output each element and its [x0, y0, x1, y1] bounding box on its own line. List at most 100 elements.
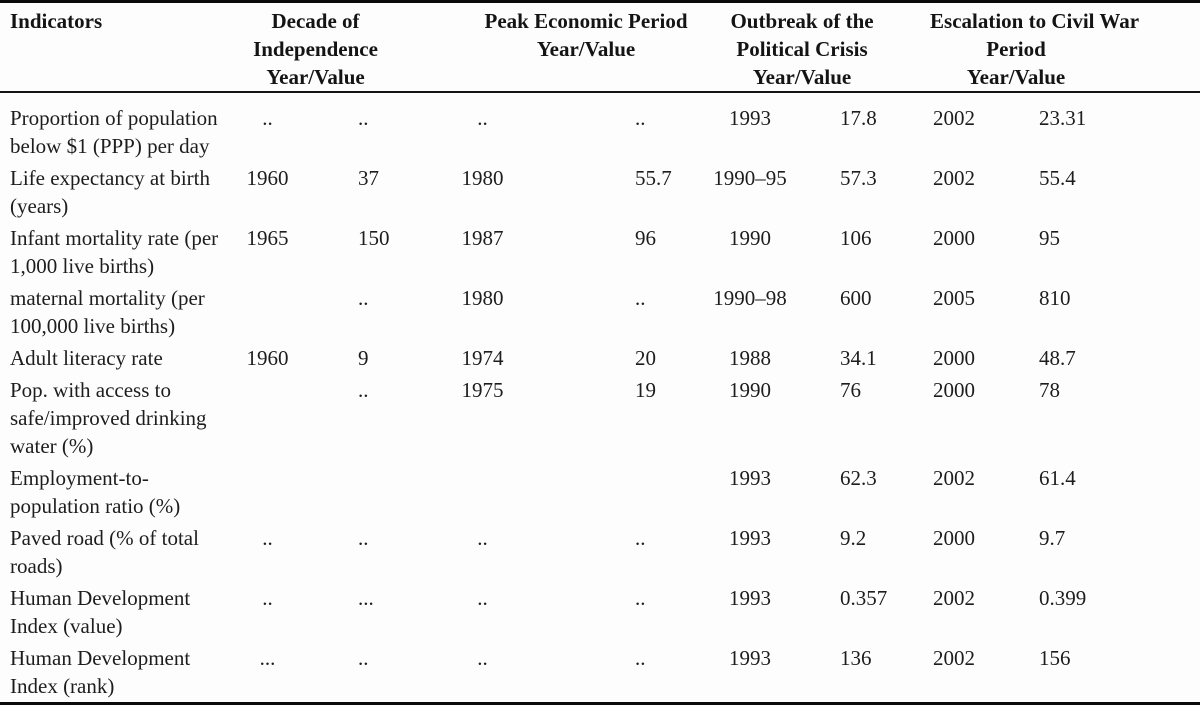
year-cell: 1990: [729, 226, 772, 250]
year-cell: [235, 462, 300, 522]
table-row: Human Development Index (value).........…: [0, 582, 1200, 642]
table-header: Indicators Decade of Independence Year/V…: [0, 1, 1200, 93]
value-cell: ..: [358, 646, 369, 670]
year-cell: 2002: [933, 106, 976, 130]
indicator-cell: Pop. with access to safe/improved drinki…: [10, 378, 207, 458]
indicator-cell: Adult literacy rate: [10, 346, 163, 370]
value-cell: ..: [635, 286, 646, 310]
year-cell: 2002: [933, 466, 976, 490]
year-cell: ..: [477, 646, 488, 670]
value-cell: 57.3: [840, 166, 877, 190]
value-cell: [300, 462, 420, 522]
value-cell: 55.7: [635, 166, 672, 190]
indicator-cell: maternal mortality (per 100,000 live bir…: [10, 286, 205, 338]
value-cell: 156: [1039, 646, 1071, 670]
value-cell: ..: [635, 106, 646, 130]
value-cell: 9.2: [840, 526, 867, 550]
value-cell: 106: [840, 226, 872, 250]
year-cell: ..: [262, 586, 273, 610]
year-cell: ..: [262, 526, 273, 550]
year-cell: 2000: [933, 346, 976, 370]
value-cell: ..: [358, 526, 369, 550]
year-cell: 1990–95: [713, 166, 787, 190]
year-cell: 2002: [933, 166, 976, 190]
value-cell: 78: [1039, 378, 1061, 402]
year-cell: 1990: [729, 378, 772, 402]
value-cell: 17.8: [840, 106, 877, 130]
year-cell: 1993: [729, 586, 772, 610]
value-cell: 810: [1039, 286, 1071, 310]
year-cell: ..: [262, 106, 273, 130]
table-row: Employment-to- population ratio (%) 1993 6…: [0, 462, 1200, 522]
year-cell: 2002: [933, 646, 976, 670]
value-cell: 55.4: [1039, 166, 1076, 190]
year-cell: 1993: [729, 466, 772, 490]
table-row: Adult literacy rate 1960 9 1974 20 1988 34.1 20…: [0, 342, 1200, 374]
year-cell: 1960: [246, 166, 289, 190]
value-cell: ..: [635, 646, 646, 670]
table-row: Pop. with access to safe/improved drinki…: [0, 374, 1200, 462]
year-cell: 1980: [461, 166, 504, 190]
year-cell: [235, 282, 300, 342]
year-cell: 2002: [933, 586, 976, 610]
year-cell: 1993: [729, 526, 772, 550]
year-cell: 1975: [461, 378, 504, 402]
value-cell: ..: [635, 586, 646, 610]
table-row: maternal mortality (per 100,000 live bir…: [0, 282, 1200, 342]
value-cell: 0.357: [840, 586, 888, 610]
column-header-outbreak-political-crisis: Outbreak of the Political Crisis Year/Va…: [700, 1, 931, 93]
column-header-indicators: Indicators: [0, 1, 235, 93]
value-cell: 600: [840, 286, 872, 310]
value-cell: 20: [635, 346, 657, 370]
year-cell: 1990–98: [713, 286, 787, 310]
value-cell: ...: [358, 586, 374, 610]
value-cell: 23.31: [1039, 106, 1087, 130]
value-cell: 150: [358, 226, 390, 250]
year-cell: 1965: [246, 226, 289, 250]
column-header-escalation-civil-war: Escalation to Civil War Period Year/Valu…: [930, 1, 1200, 93]
value-cell: 34.1: [840, 346, 877, 370]
value-cell: 48.7: [1039, 346, 1076, 370]
table-row: Infant mortality rate (per 1,000 live bi…: [0, 222, 1200, 282]
value-cell: [545, 462, 700, 522]
year-cell: 2000: [933, 226, 976, 250]
value-cell: 37: [358, 166, 379, 190]
indicator-cell: Human Development Index (rank): [10, 646, 191, 698]
year-cell: 1993: [729, 106, 772, 130]
table-row: Paved road (% of total roads)........ 199…: [0, 522, 1200, 582]
table-row: Proportion of population below $1 (PPP) …: [0, 92, 1200, 162]
value-cell: 0.399: [1039, 586, 1087, 610]
indicator-cell: Employment-to- population ratio (%): [10, 466, 181, 518]
value-cell: 62.3: [840, 466, 877, 490]
value-cell: ..: [635, 526, 646, 550]
value-cell: 9: [358, 346, 369, 370]
year-cell: 1993: [729, 646, 772, 670]
year-cell: ..: [477, 106, 488, 130]
header-row: Indicators Decade of Independence Year/V…: [0, 1, 1200, 93]
value-cell: ..: [358, 106, 369, 130]
indicator-cell: Infant mortality rate (per 1,000 live bi…: [10, 226, 219, 278]
value-cell: 136: [840, 646, 872, 670]
table-body: Proportion of population below $1 (PPP) …: [0, 92, 1200, 704]
year-cell: [235, 374, 300, 462]
indicator-cell: Life expectancy at birth (years): [10, 166, 210, 218]
value-cell: 76: [840, 378, 862, 402]
year-cell: 2000: [933, 378, 976, 402]
value-cell: 95: [1039, 226, 1061, 250]
value-cell: 19: [635, 378, 657, 402]
indicator-cell: Human Development Index (value): [10, 586, 191, 638]
year-cell: 1974: [461, 346, 504, 370]
year-cell: ..: [477, 586, 488, 610]
year-cell: ..: [477, 526, 488, 550]
value-cell: ..: [358, 378, 369, 402]
year-cell: 2000: [933, 526, 976, 550]
year-cell: 1980: [461, 286, 504, 310]
year-cell: 1988: [729, 346, 772, 370]
column-header-decade-of-independence: Decade of Independence Year/Value: [235, 1, 421, 93]
value-cell: 61.4: [1039, 466, 1076, 490]
table-row: Human Development Index (rank)......... 1…: [0, 642, 1200, 704]
value-cell: 9.7: [1039, 526, 1066, 550]
year-cell: [420, 462, 545, 522]
year-cell: 1987: [461, 226, 504, 250]
